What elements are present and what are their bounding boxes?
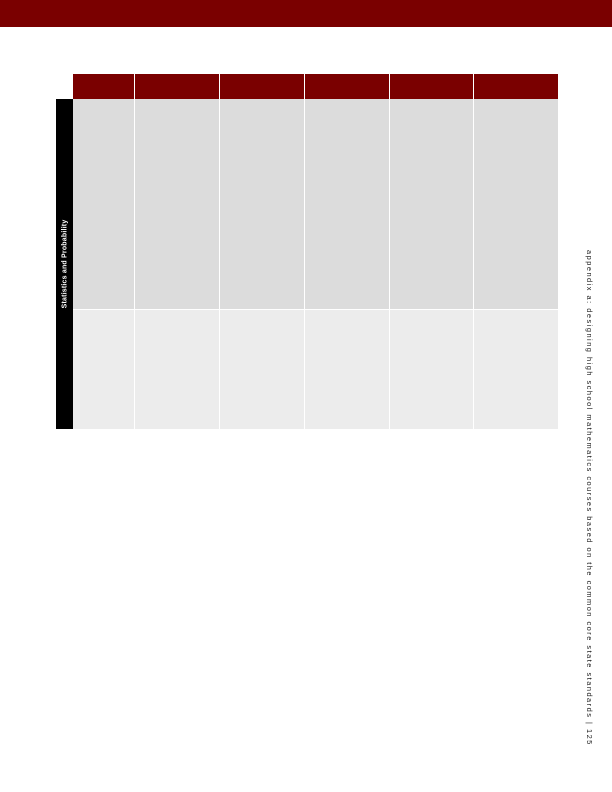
table-cell <box>73 309 134 429</box>
table-header-cell <box>304 74 389 99</box>
table-cell <box>304 99 389 309</box>
section-label: Statistics and Probability <box>61 219 68 309</box>
empty-table-grid <box>73 74 558 429</box>
table-header-cell <box>73 74 134 99</box>
top-color-band <box>0 0 612 27</box>
table-cell <box>473 309 558 429</box>
table-header-cell <box>219 74 304 99</box>
table-cell <box>134 99 219 309</box>
table-header-cell <box>389 74 473 99</box>
section-label-bar: Statistics and Probability <box>56 99 73 429</box>
table-cell <box>219 99 304 309</box>
table-cell <box>473 99 558 309</box>
table-cell <box>219 309 304 429</box>
table-header-cell <box>134 74 219 99</box>
page-footer-vertical: appendix a: designing high school mathem… <box>584 250 596 770</box>
table-cell <box>304 309 389 429</box>
table-cell <box>73 99 134 309</box>
table-cell <box>134 309 219 429</box>
table-header-cell <box>473 74 558 99</box>
table-cell <box>389 99 473 309</box>
table-cell <box>389 309 473 429</box>
page-footer-text: appendix a: designing high school mathem… <box>585 250 594 746</box>
